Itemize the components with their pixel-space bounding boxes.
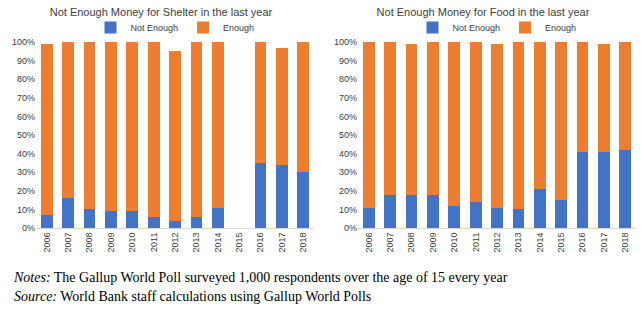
svg-text:40%: 40% (17, 149, 35, 159)
svg-text:Enough: Enough (545, 23, 576, 33)
svg-text:2008: 2008 (406, 233, 416, 253)
svg-text:2006: 2006 (42, 233, 52, 253)
svg-text:2007: 2007 (63, 233, 73, 253)
svg-text:100%: 100% (334, 37, 357, 47)
svg-text:2013: 2013 (513, 233, 523, 253)
svg-text:2009: 2009 (106, 233, 116, 253)
svg-text:2017: 2017 (277, 233, 287, 253)
svg-text:2016: 2016 (577, 233, 587, 253)
svg-text:2011: 2011 (471, 233, 481, 252)
svg-text:20%: 20% (339, 186, 357, 196)
svg-text:80%: 80% (17, 74, 35, 84)
svg-text:10%: 10% (17, 205, 35, 215)
svg-text:70%: 70% (17, 93, 35, 103)
svg-text:50%: 50% (17, 130, 35, 140)
svg-text:2018: 2018 (298, 233, 308, 253)
svg-text:2017: 2017 (599, 233, 609, 253)
svg-text:2010: 2010 (449, 233, 459, 253)
svg-text:2009: 2009 (428, 233, 438, 253)
svg-text:2012: 2012 (492, 233, 502, 253)
svg-text:30%: 30% (339, 167, 357, 177)
html-text:Notes: The Gallup World Poll s: Notes: The Gallup World Poll surveyed 1,… (14, 270, 508, 285)
svg-text:40%: 40% (339, 149, 357, 159)
svg-text:2012: 2012 (170, 233, 180, 253)
svg-text:2010: 2010 (127, 233, 137, 253)
svg-text:Not Enough Money for Food in t: Not Enough Money for Food in the last ye… (377, 6, 590, 18)
svg-text:20%: 20% (17, 186, 35, 196)
svg-text:2018: 2018 (620, 233, 630, 253)
svg-text:2015: 2015 (234, 233, 244, 253)
svg-text:2016: 2016 (255, 233, 265, 253)
svg-text:2007: 2007 (385, 233, 395, 253)
svg-text:2008: 2008 (84, 233, 94, 253)
svg-text:Enough: Enough (223, 23, 254, 33)
svg-text:60%: 60% (17, 112, 35, 122)
svg-text:Not Enough Money for Shelter i: Not Enough Money for Shelter in the last… (50, 6, 273, 18)
svg-text:70%: 70% (339, 93, 357, 103)
svg-text:Not Enough: Not Enough (131, 23, 179, 33)
svg-text:2013: 2013 (191, 233, 201, 253)
svg-text:80%: 80% (339, 74, 357, 84)
svg-text:60%: 60% (339, 112, 357, 122)
html-text:Source: World Bank staff calcu: Source: World Bank staff calculations us… (14, 289, 372, 304)
svg-text:100%: 100% (12, 37, 35, 47)
svg-text:2006: 2006 (364, 233, 374, 253)
svg-text:0%: 0% (22, 223, 35, 233)
svg-text:Not Enough: Not Enough (453, 23, 501, 33)
svg-text:2015: 2015 (556, 233, 566, 253)
svg-text:30%: 30% (17, 167, 35, 177)
svg-text:0%: 0% (344, 223, 357, 233)
svg-text:2014: 2014 (535, 233, 545, 253)
svg-text:50%: 50% (339, 130, 357, 140)
svg-text:90%: 90% (17, 56, 35, 66)
svg-text:10%: 10% (339, 205, 357, 215)
svg-text:2014: 2014 (213, 233, 223, 253)
svg-text:90%: 90% (339, 56, 357, 66)
svg-text:2011: 2011 (149, 233, 159, 252)
